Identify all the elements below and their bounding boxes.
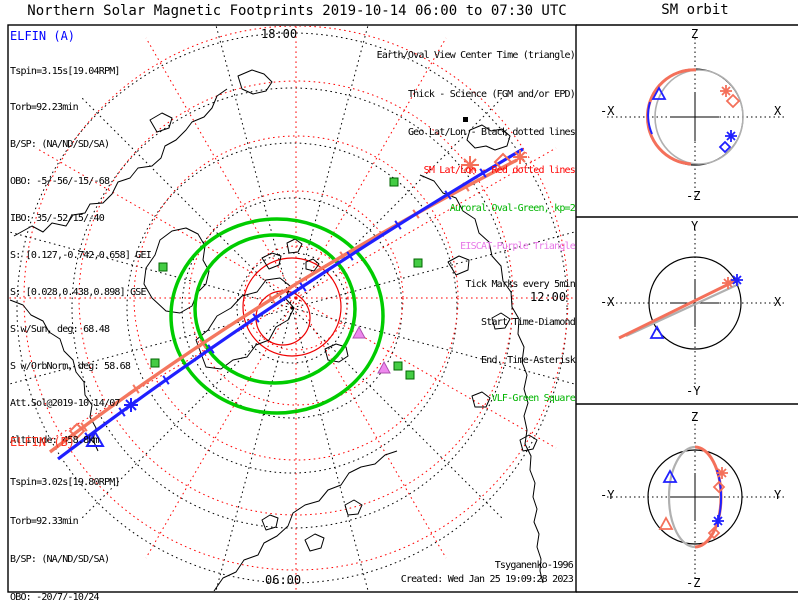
vlf-squares — [150, 177, 423, 380]
coastlines — [9, 69, 544, 591]
legend-line: Earth/Oval View Center Time (triangle) — [376, 50, 576, 62]
triangle-blue — [649, 325, 665, 339]
orbit-gray — [667, 445, 696, 549]
legend-line: Geo Lat/Lon - Black dotted lines — [407, 126, 576, 138]
diamond-salmon-2 — [707, 526, 721, 540]
p3-axis-right: Y — [774, 488, 782, 502]
end-asterisk-large — [461, 156, 479, 174]
elfin-a-line: IBO: 35/-52/15/-40 — [10, 213, 105, 225]
legend-line: EISCAT-Purple Triangle — [460, 240, 576, 252]
p1-axis-bottom: -Z — [686, 189, 701, 203]
auroral-oval — [169, 217, 385, 415]
asterisk-salmon — [720, 85, 732, 97]
elfin-b-line: B/SP: (NA/ND/SD/SA) — [10, 553, 110, 565]
earth-circle — [648, 256, 742, 350]
p1-axis-right: X — [774, 104, 782, 118]
p2-axis-left: -X — [600, 295, 615, 309]
legend-line: VLF-Green Square — [491, 393, 575, 405]
p1-axis-top: Z — [691, 27, 699, 41]
asterisk-salmon — [722, 277, 734, 289]
diamond-salmon — [712, 480, 726, 494]
elfin-a-line: Tspin=3.15s[19.04RPM] — [10, 65, 120, 77]
asterisk-blue — [124, 398, 138, 412]
legend-line: Tick Marks every 5min — [465, 279, 575, 291]
earth-circle — [647, 449, 743, 545]
asterisk-salmon — [716, 467, 728, 479]
elfin-b-line: OBO: -20/7/-10/24 — [10, 591, 100, 600]
diamond-blue — [718, 140, 732, 154]
legend-line: Auroral Oval-Green, kp=2 — [449, 202, 576, 214]
sm-panel-xz — [607, 38, 785, 198]
p3-axis-bottom: -Z — [686, 576, 701, 590]
elfin-a-line: S w/OrbNorm, deg: 58.68 — [10, 360, 131, 372]
legend-line: Start Time-Diamond — [481, 317, 576, 329]
sm-grid — [9, 26, 575, 591]
p2-axis-top: Y — [691, 219, 699, 233]
center-time-triangle-blue — [85, 429, 105, 447]
triangle-blue — [651, 86, 667, 100]
p2-axis-bottom: -Y — [686, 384, 701, 398]
elfin-b-header: ELFIN (B) — [10, 435, 76, 449]
map-legend: Earth/Oval View Center Time (triangle) T… — [376, 25, 576, 432]
elfin-a-line: OBO: -5/-56/-15/-68 — [10, 176, 110, 188]
elfin-a-line: S: [0.028,0.438,0.898] GSE — [10, 286, 147, 298]
elfin-a-header: ELFIN (A) — [10, 29, 76, 43]
triangle-salmon — [658, 516, 674, 530]
end-asterisk-small — [513, 150, 527, 164]
elfin-a-line: Torb=92.23min — [10, 102, 79, 114]
orbit-salmon — [618, 279, 736, 340]
station-dot — [463, 117, 468, 122]
legend-line: SM Lat/Lon - Red dotted lines — [423, 164, 576, 176]
p3-axis-top: Z — [691, 410, 699, 424]
elfin-a-line: Altitude: 458.8km — [10, 434, 100, 446]
legend-line: End. Time-Asterisk — [481, 355, 576, 367]
sm-panel-xy — [607, 225, 785, 385]
elfin-a-info: Tspin=3.15s[19.04RPM] Torb=92.23min B/SP… — [10, 41, 152, 471]
elfin-a-track — [57, 147, 524, 461]
created-timestamp: Created: Wed Jan 25 19:09:28 2023 — [400, 574, 574, 585]
plot-title: Northern Solar Magnetic Footprints 2019-… — [27, 3, 567, 19]
elfin-a-line: S w/Sun, deg: 68.48 — [10, 323, 110, 335]
p2-axis-right: X — [774, 295, 782, 309]
eiscat-triangles — [352, 325, 391, 374]
elfin-a-line: B/SP: (NA/ND/SD/SA) — [10, 139, 110, 151]
orbit-gray — [654, 69, 744, 165]
model-credit: Tsyganenko-1996 — [494, 560, 574, 571]
p1-axis-left: -X — [600, 104, 615, 118]
frame-lines — [7, 24, 798, 593]
p3-axis-left: -Y — [600, 488, 615, 502]
track-markers — [68, 150, 527, 447]
diamond-salmon-low — [68, 422, 86, 440]
mlt-label-06: 06:00 — [265, 573, 302, 587]
legend-line: Thick - Science (FGM and/or EPD) — [407, 88, 576, 100]
elfin-b-line: Tspin=3.02s[19.80RPM] — [10, 477, 120, 489]
orbit-blue-seg — [647, 101, 653, 135]
sm-panel-yz — [607, 415, 785, 580]
mlt-label-18: 18:00 — [261, 27, 298, 41]
elfin-a-line: S: [0.127,-0.742,0.658] GEI — [10, 250, 152, 262]
diamond-salmon — [725, 93, 741, 109]
asterisk-blue — [712, 515, 724, 527]
elfin-b-info: Tspin=3.02s[19.80RPM] Torb=92.33min B/SP… — [10, 452, 151, 600]
asterisk-blue — [731, 274, 743, 286]
mlt-label-12: 12:00 — [530, 290, 567, 304]
asterisk-blue — [725, 130, 737, 142]
elfin-b-line: Torb=92.33min — [10, 515, 79, 527]
sm-orbit-title: SM orbit — [661, 2, 729, 18]
elfin-a-line: Att.Sol@2019-10-14/07 — [10, 397, 120, 409]
triangle-blue — [662, 469, 678, 483]
orbit-gray — [625, 283, 740, 337]
start-diamond — [493, 152, 513, 172]
